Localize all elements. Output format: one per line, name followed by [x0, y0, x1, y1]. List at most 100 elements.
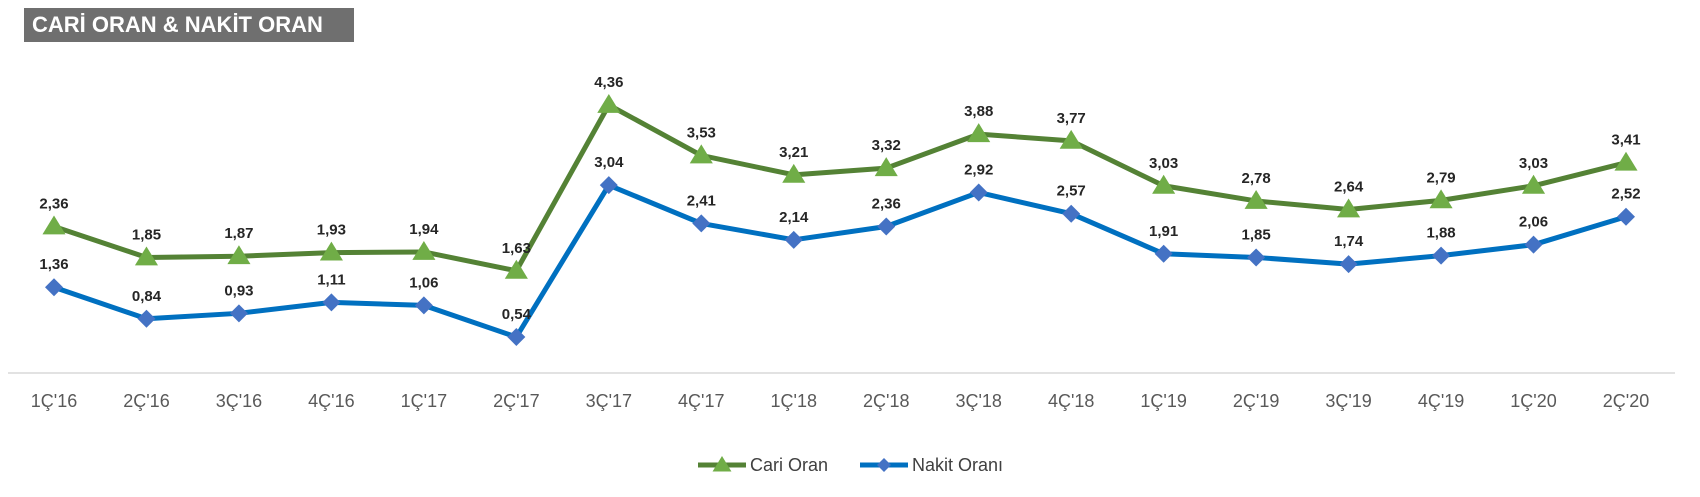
data-label-cari-oran: 3,41 — [1611, 132, 1640, 149]
data-label-nakit-orani: 2,52 — [1611, 186, 1640, 203]
data-label-nakit-orani: 1,36 — [39, 256, 68, 273]
x-tick-label: 3Ç'17 — [586, 391, 632, 411]
data-point-nakit-orani — [1154, 244, 1173, 263]
data-point-cari-oran — [1429, 189, 1453, 209]
data-point-cari-oran — [874, 157, 898, 177]
data-label-cari-oran: 1,94 — [409, 221, 439, 238]
data-label-cari-oran: 1,63 — [502, 240, 531, 257]
data-point-nakit-orani — [1524, 235, 1543, 254]
data-point-cari-oran — [689, 144, 713, 164]
data-label-cari-oran: 4,36 — [594, 74, 623, 91]
x-tick-label: 1Ç'16 — [31, 391, 77, 411]
data-label-cari-oran: 3,32 — [872, 137, 901, 154]
data-point-nakit-orani — [45, 278, 63, 297]
data-point-nakit-orani — [1339, 255, 1358, 274]
data-label-cari-oran: 2,78 — [1242, 170, 1271, 187]
legend-item-cari-oran: Cari Oran — [698, 455, 828, 475]
x-tick-label: 1Ç'17 — [401, 391, 447, 411]
data-label-cari-oran: 1,93 — [317, 222, 346, 239]
x-tick-label: 4Ç'18 — [1048, 391, 1094, 411]
x-tick-label: 3Ç'18 — [955, 391, 1001, 411]
x-tick-label: 4Ç'16 — [308, 391, 354, 411]
data-point-nakit-orani — [599, 176, 618, 195]
data-label-cari-oran: 3,77 — [1057, 110, 1086, 127]
data-label-cari-oran: 3,03 — [1149, 155, 1178, 172]
data-label-cari-oran: 2,64 — [1334, 178, 1364, 195]
data-point-cari-oran — [1059, 129, 1083, 149]
data-label-nakit-orani: 1,91 — [1149, 223, 1178, 240]
data-point-nakit-orani — [414, 296, 433, 315]
data-point-cari-oran — [134, 246, 159, 266]
data-label-nakit-orani: 1,85 — [1242, 226, 1271, 243]
x-tick-label: 3Ç'16 — [216, 391, 262, 411]
legend-marker-nakit-orani — [877, 458, 891, 472]
x-axis-ticks: 1Ç'16 2Ç'16 3Ç'16 4Ç'16 1Ç'17 2Ç'17 3Ç'17 4Ç'17… — [31, 391, 1649, 411]
x-tick-label: 2Ç'19 — [1233, 391, 1279, 411]
chart-title: CARİ ORAN & NAKİT ORAN — [24, 8, 354, 42]
data-point-nakit-orani — [1062, 204, 1081, 223]
data-point-cari-oran — [782, 163, 806, 183]
x-tick-label: 2Ç'17 — [493, 391, 539, 411]
data-point-cari-oran — [412, 240, 436, 260]
data-label-cari-oran: 1,87 — [224, 225, 253, 242]
data-label-nakit-orani: 1,06 — [409, 274, 438, 291]
data-label-nakit-orani: 0,54 — [502, 306, 532, 323]
legend-label-cari-oran: Cari Oran — [750, 455, 828, 475]
data-label-nakit-orani: 1,11 — [317, 271, 345, 288]
data-point-cari-oran — [319, 241, 343, 261]
data-label-nakit-orani: 2,06 — [1519, 214, 1548, 231]
data-label-nakit-orani: 1,74 — [1334, 233, 1364, 250]
series-cari-oran: 2,36 1,85 1,87 1,93 1,94 1,63 4,36 3,53 3,21 3,32… — [39, 74, 1641, 279]
data-point-cari-oran — [967, 123, 991, 143]
data-label-nakit-orani: 0,84 — [132, 288, 162, 305]
data-point-nakit-orani — [1617, 207, 1635, 226]
data-point-cari-oran — [42, 215, 66, 235]
legend: Cari Oran Nakit Oranı — [698, 455, 1003, 475]
data-label-cari-oran: 2,79 — [1426, 169, 1455, 186]
data-point-cari-oran — [1614, 151, 1638, 171]
data-label-nakit-orani: 2,92 — [964, 161, 993, 178]
data-point-nakit-orani — [229, 304, 248, 323]
x-tick-label: 1Ç'20 — [1510, 391, 1556, 411]
data-point-nakit-orani — [1432, 246, 1451, 265]
x-tick-label: 3Ç'19 — [1325, 391, 1371, 411]
data-point-nakit-orani — [1247, 248, 1266, 267]
data-point-cari-oran — [1152, 174, 1176, 194]
data-point-nakit-orani — [784, 230, 803, 249]
data-label-nakit-orani: 2,36 — [872, 195, 901, 212]
data-point-nakit-orani — [507, 328, 526, 346]
data-label-cari-oran: 2,36 — [39, 195, 68, 212]
legend-item-nakit-orani: Nakit Oranı — [860, 455, 1003, 475]
data-point-nakit-orani — [969, 183, 988, 202]
data-point-nakit-orani — [322, 293, 341, 312]
x-tick-label: 4Ç'17 — [678, 391, 724, 411]
data-label-cari-oran: 1,85 — [132, 226, 161, 243]
data-label-nakit-orani: 3,04 — [594, 154, 624, 171]
legend-marker-cari-oran — [712, 456, 732, 472]
data-point-cari-oran — [1521, 174, 1546, 194]
data-label-nakit-orani: 2,57 — [1057, 183, 1086, 200]
x-tick-label: 1Ç'19 — [1140, 391, 1186, 411]
data-point-nakit-orani — [137, 309, 156, 328]
data-label-cari-oran: 3,53 — [687, 124, 716, 141]
data-label-cari-oran: 3,03 — [1519, 155, 1548, 172]
x-tick-label: 4Ç'19 — [1418, 391, 1464, 411]
data-label-cari-oran: 3,21 — [779, 144, 808, 161]
data-point-cari-oran — [597, 94, 621, 113]
legend-label-nakit-orani: Nakit Oranı — [912, 455, 1003, 475]
data-label-cari-oran: 3,88 — [964, 103, 993, 120]
x-tick-label: 1Ç'18 — [771, 391, 817, 411]
x-tick-label: 2Ç'18 — [863, 391, 909, 411]
series-nakit-orani: 1,36 0,84 0,93 1,11 1,06 0,54 3,04 2,41 2,14 2,36… — [39, 154, 1641, 346]
x-tick-label: 2Ç'16 — [123, 391, 169, 411]
series-layer: 2,36 1,85 1,87 1,93 1,94 1,63 4,36 3,53 3,21 3,32… — [39, 74, 1641, 346]
data-point-cari-oran — [227, 245, 251, 265]
data-point-cari-oran — [1244, 189, 1268, 209]
data-point-nakit-orani — [692, 214, 711, 233]
data-label-nakit-orani: 2,41 — [687, 192, 716, 209]
series-line-nakit-orani — [53, 182, 1627, 340]
data-label-nakit-orani: 1,88 — [1426, 225, 1455, 242]
data-label-nakit-orani: 2,14 — [779, 209, 809, 226]
data-point-nakit-orani — [877, 217, 896, 236]
